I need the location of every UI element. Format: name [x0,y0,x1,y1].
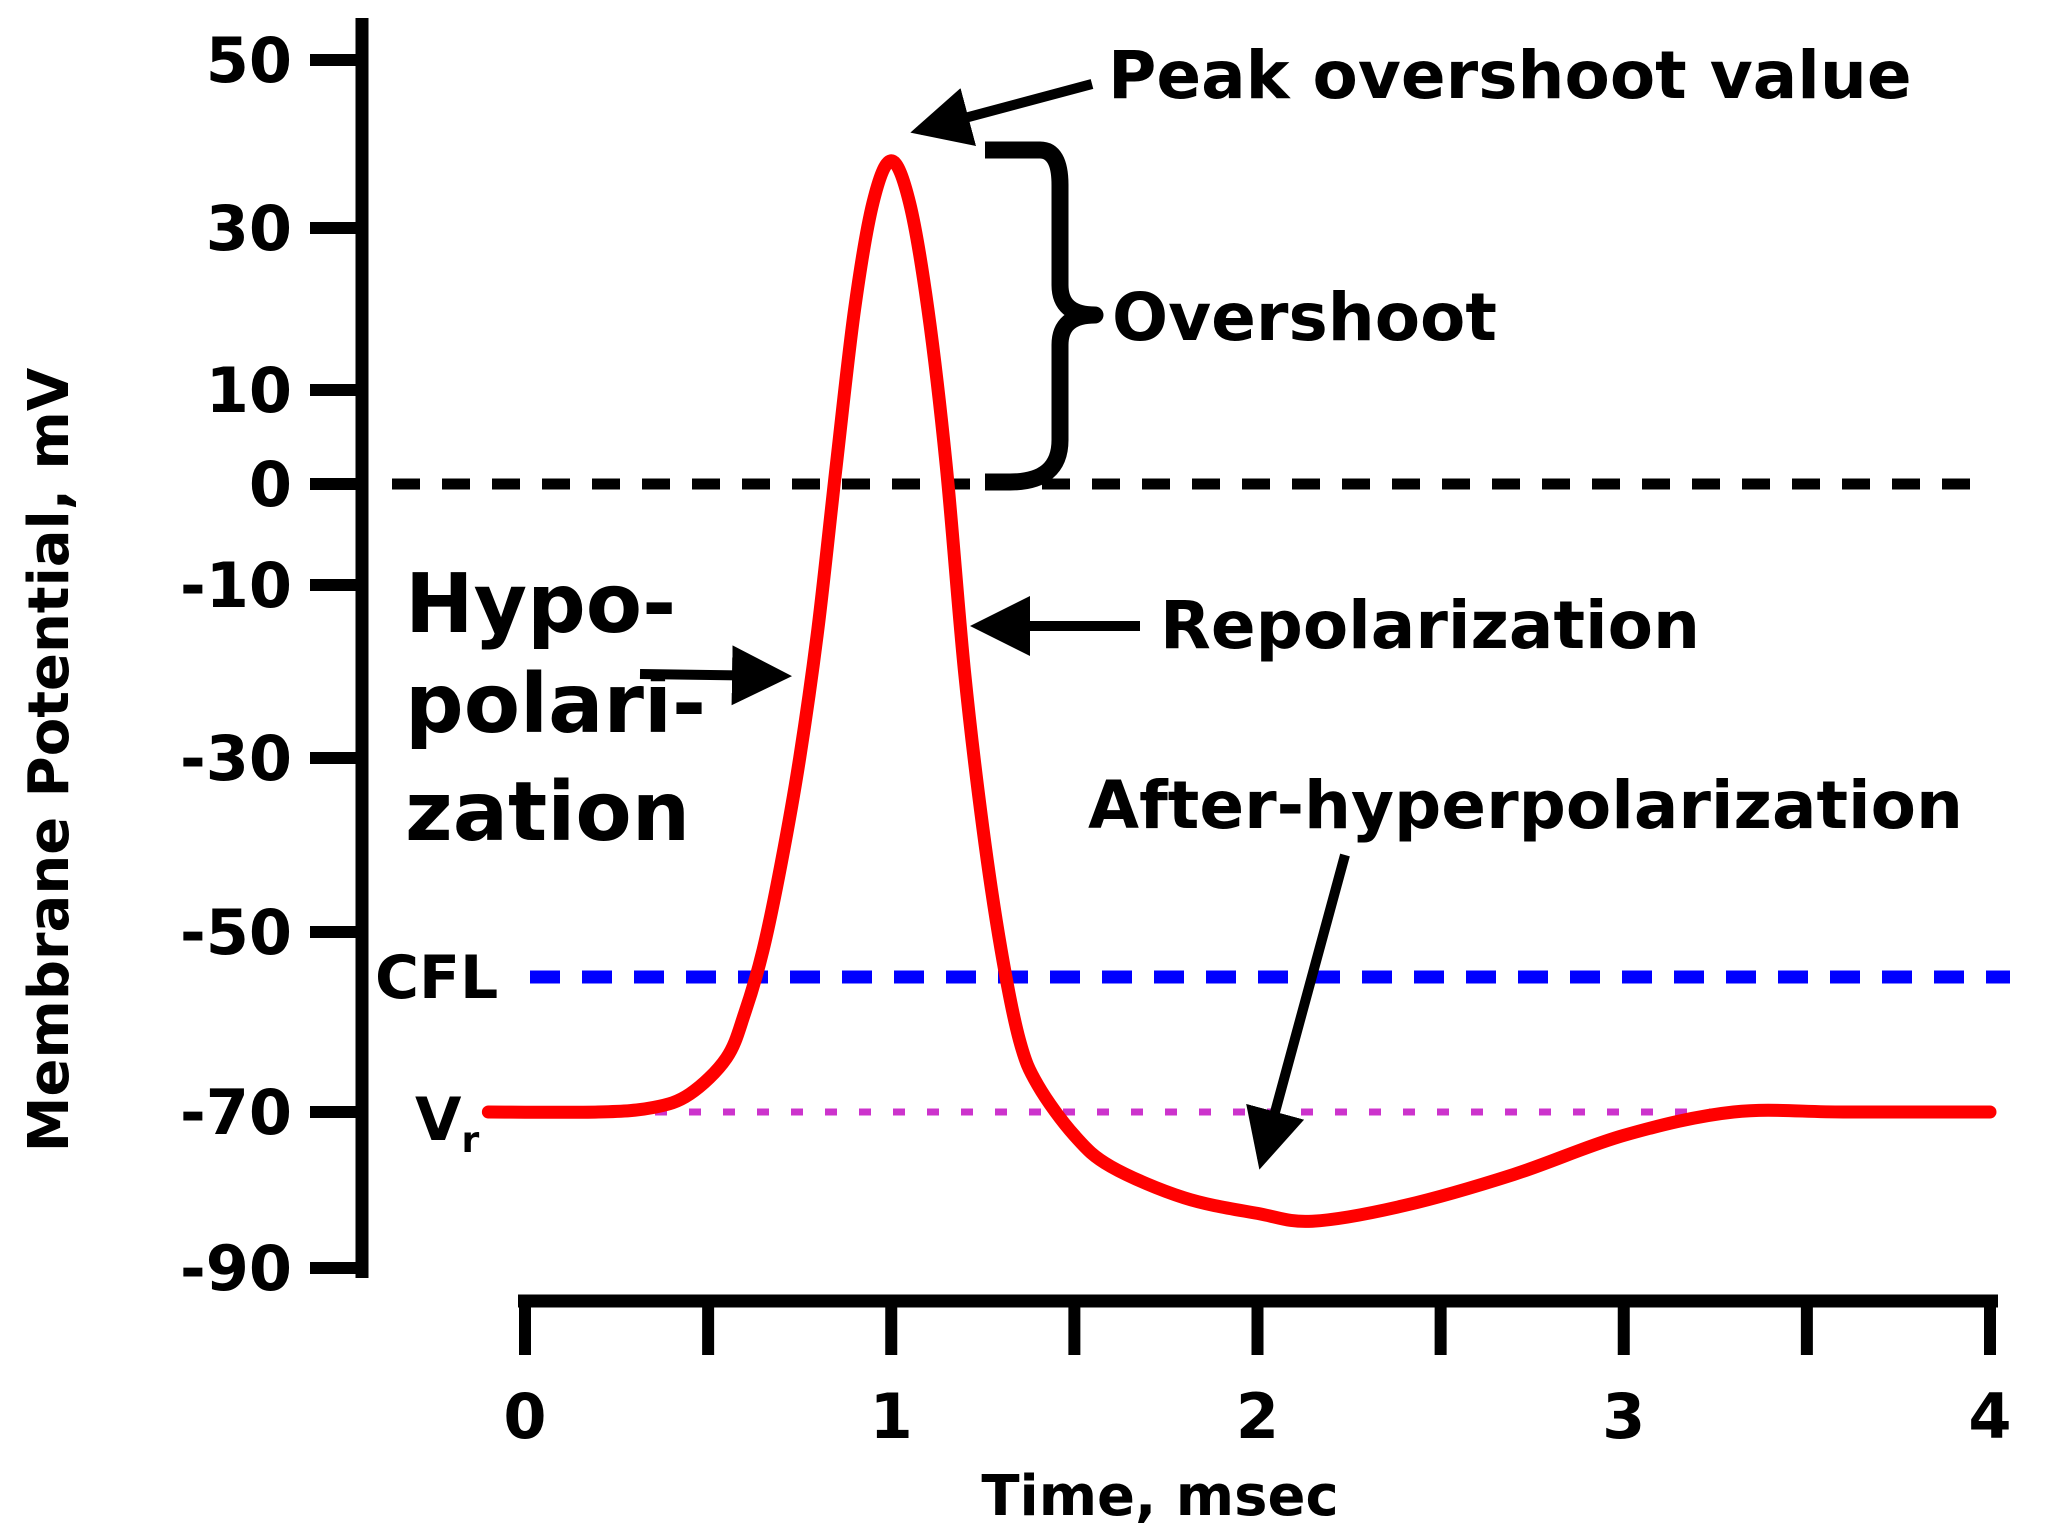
y-tick-label: -30 [180,722,292,795]
reference-lines [392,478,2010,1116]
y-tick-label: -10 [180,549,292,622]
x-axis-title: Time, msec [981,1464,1338,1529]
x-tick-label: 1 [870,1380,913,1453]
y-tick-label: 30 [206,192,292,265]
action-potential-curve [481,154,1997,1228]
y-tick-label: 0 [249,448,292,521]
y-tick-label: -50 [180,896,292,969]
y-tick-label: -70 [180,1076,292,1149]
depolarization-label-line3: zation [405,765,690,860]
y-tick-label: 10 [206,354,292,427]
x-tick-label: 4 [1968,1380,2011,1453]
depolarization-arrow [639,645,792,706]
vr-label-subscript: r [461,1120,479,1161]
y-axis-ticks: 50 30 10 0 -10 -30 -50 -70 -90 [180,24,360,1305]
vr-label-main: V [415,1085,462,1155]
y-tick-label: 50 [206,24,292,97]
x-tick-label: 0 [503,1380,546,1453]
after-hyperpolarization-label: After-hyperpolarization [1088,767,1963,844]
x-tick-label: 3 [1602,1380,1645,1453]
y-axis-title: Membrane Potential, mV [17,367,82,1152]
after-hyperpolarization-arrow [1246,853,1350,1170]
overshoot-label: Overshoot [1112,279,1497,356]
cfl-label: CFL [375,943,498,1013]
y-tick-label: -90 [180,1232,292,1305]
x-tick-label: 2 [1236,1380,1279,1453]
vr-label: Vr [415,1085,479,1161]
overshoot-brace [985,141,1104,491]
repolarization-label: Repolarization [1160,587,1700,664]
peak-arrow [910,79,1094,147]
depolarization-label-line1: Hypo- [405,557,676,652]
peak-overshoot-label: Peak overshoot value [1108,37,1912,114]
x-axis-ticks: 0 1 2 3 4 [503,1301,2012,1453]
